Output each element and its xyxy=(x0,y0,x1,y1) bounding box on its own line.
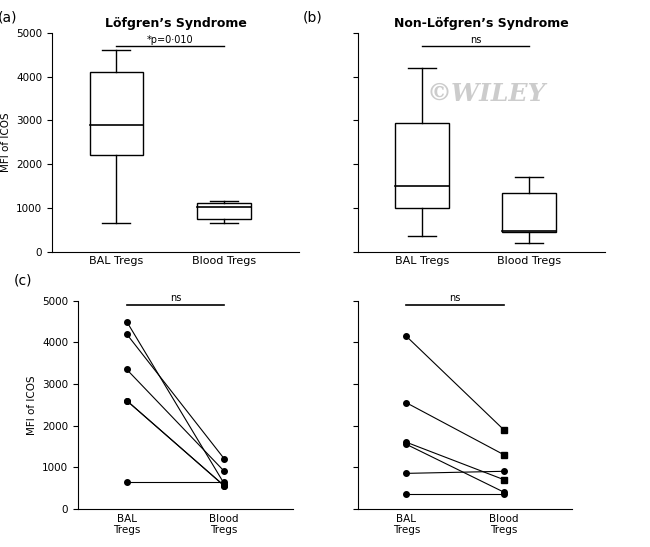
Title: Non-Löfgrenʼs Syndrome: Non-Löfgrenʼs Syndrome xyxy=(394,18,568,30)
Text: ns: ns xyxy=(449,293,461,304)
Text: ns: ns xyxy=(170,293,181,304)
Text: ns: ns xyxy=(470,34,481,45)
Text: (c): (c) xyxy=(14,273,32,287)
Text: *p=0·010: *p=0·010 xyxy=(147,34,194,45)
Text: ©WILEY: ©WILEY xyxy=(426,82,545,106)
Bar xyxy=(197,203,251,219)
Y-axis label: MFI of ICOS: MFI of ICOS xyxy=(1,112,10,172)
Bar xyxy=(502,193,556,232)
Title: Löfgrenʼs Syndrome: Löfgrenʼs Syndrome xyxy=(105,18,246,30)
Bar xyxy=(395,123,448,208)
Bar xyxy=(90,72,143,155)
Text: (a): (a) xyxy=(0,11,17,25)
Y-axis label: MFI of ICOS: MFI of ICOS xyxy=(27,375,36,435)
Text: (b): (b) xyxy=(303,11,323,25)
